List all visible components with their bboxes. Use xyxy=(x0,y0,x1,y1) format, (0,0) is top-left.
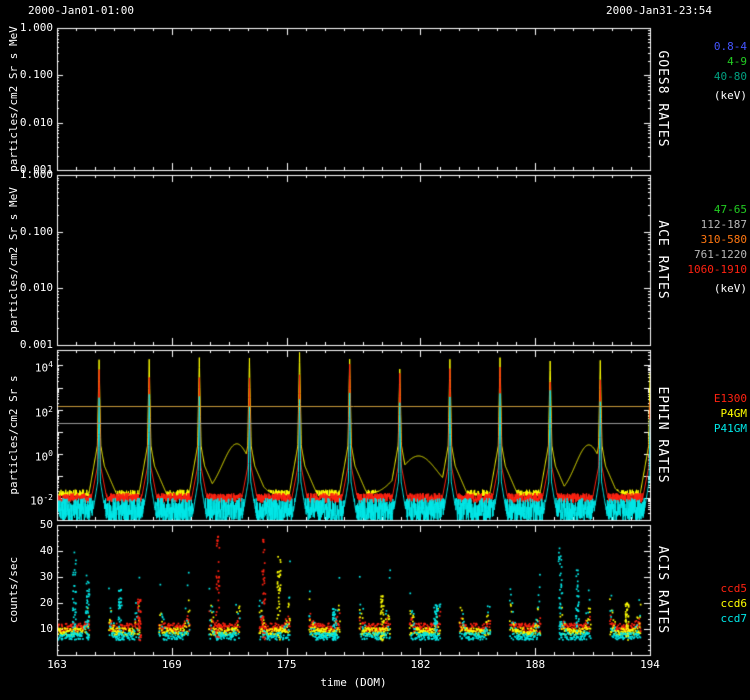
end-date-label: 2000-Jan31-23:54 xyxy=(606,4,712,17)
y-tick-label-ace-1: 0.100 xyxy=(19,224,53,238)
legend-acis-ccd7: ccd7 xyxy=(720,612,748,625)
y-tick-label-acis-1: 40 xyxy=(39,544,53,557)
y-tick-label-ephin-1: 102 xyxy=(34,404,53,420)
y-tick-label-acis-2: 30 xyxy=(39,570,53,583)
x-tick-label-4: 188 xyxy=(525,658,546,671)
y-axis-title-ace: particles/cm2 Sr s MeV xyxy=(7,187,20,333)
right-title-ace: ACE RATES xyxy=(655,220,670,300)
legend-acis-ccd5: ccd5 xyxy=(720,582,748,595)
legend-goes8-40-80: 40-80 xyxy=(713,70,747,83)
legend-acis-ccd6: ccd6 xyxy=(720,597,748,610)
legend-ephin-P41GM: P41GM xyxy=(713,422,747,435)
y-tick-label-acis-3: 20 xyxy=(39,596,53,609)
legend-ephin-E1300: E1300 xyxy=(713,392,747,405)
y-tick-label-ephin-2: 100 xyxy=(34,448,53,464)
y-axis-title-goes8: particles/cm2 Sr s MeV xyxy=(7,26,20,172)
y-tick-label-goes8-3: 0.001 xyxy=(19,163,53,176)
x-tick-label-3: 182 xyxy=(410,658,431,671)
right-title-goes8: GOES8 RATES xyxy=(655,50,670,148)
legend-ace-761-1220: 761-1220 xyxy=(694,248,747,261)
legend-ephin-P4GM: P4GM xyxy=(720,407,748,420)
x-tick-label-5: 194 xyxy=(640,658,660,671)
y-tick-label-goes8-0: 1.000 xyxy=(19,21,53,34)
right-title-ephin: EPHIN RATES xyxy=(655,386,670,484)
legend-ace-112-187: 112-187 xyxy=(700,218,747,231)
y-tick-label-ace-2: 0.010 xyxy=(19,281,53,295)
legend-ace-310-580: 310-580 xyxy=(700,233,747,246)
x-tick-label-1: 169 xyxy=(161,658,182,671)
legend-ace--keV-: (keV) xyxy=(713,282,747,295)
y-tick-label-ephin-0: 104 xyxy=(34,360,53,376)
y-tick-label-acis-0: 50 xyxy=(39,518,53,531)
x-tick-label-0: 163 xyxy=(47,658,67,671)
y-tick-label-ace-0: 1.000 xyxy=(19,168,53,181)
y-tick-label-goes8-2: 0.010 xyxy=(19,115,53,129)
right-title-acis: ACIS RATES xyxy=(655,545,670,635)
legend-goes8--keV-: (keV) xyxy=(713,89,747,102)
y-axis-title-acis: counts/sec xyxy=(7,556,20,624)
x-axis-title: time (DOM) xyxy=(320,676,387,689)
legend-goes8-4-9: 4-9 xyxy=(727,55,747,68)
legend-ace-47-65: 47-65 xyxy=(713,203,747,216)
legend-ace-1060-1910: 1060-1910 xyxy=(687,263,747,276)
y-tick-label-acis-4: 10 xyxy=(39,622,53,635)
y-tick-label-ephin-3: 10-2 xyxy=(30,492,53,508)
y-tick-label-goes8-1: 0.100 xyxy=(19,68,53,82)
legend-goes8-0-8-4: 0.8-4 xyxy=(713,40,747,53)
y-tick-label-ace-3: 0.001 xyxy=(19,338,53,351)
start-date-label: 2000-Jan01-01:00 xyxy=(28,4,134,17)
x-tick-label-2: 175 xyxy=(276,658,297,671)
y-axis-title-ephin: particles/cm2 Sr s xyxy=(7,375,20,495)
